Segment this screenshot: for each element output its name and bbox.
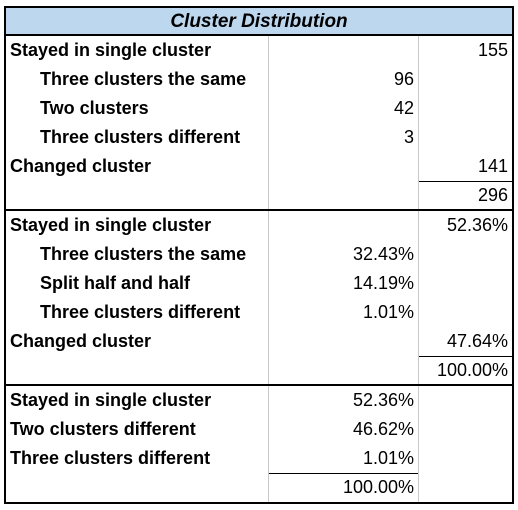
table-row: Changed cluster 141 xyxy=(6,152,512,181)
cell-value: 3 xyxy=(403,127,414,147)
cluster-distribution-table: Cluster Distribution Stayed in single cl… xyxy=(4,6,514,504)
row-label: Two clusters xyxy=(40,98,149,118)
cell-value: 1.01% xyxy=(362,448,414,468)
section-counts: Stayed in single cluster 155 Three clust… xyxy=(4,36,514,211)
row-label: Three clusters the same xyxy=(40,69,247,89)
sum-underline xyxy=(269,473,418,474)
table-row-total: 100.00% xyxy=(6,473,512,502)
column-divider xyxy=(418,211,419,384)
column-divider xyxy=(418,386,419,502)
row-label: Split half and half xyxy=(40,273,191,293)
column-divider xyxy=(268,386,269,502)
table-row-total: 100.00% xyxy=(6,356,512,385)
cell-value: 14.19% xyxy=(352,273,414,293)
row-label: Three clusters different xyxy=(40,127,241,147)
table-row: Two clusters 42 xyxy=(6,94,512,123)
cell-value: 46.62% xyxy=(352,419,414,439)
table-title: Cluster Distribution xyxy=(4,6,514,36)
row-label: Stayed in single cluster xyxy=(10,215,212,235)
table-row: Three clusters the same 96 xyxy=(6,65,512,94)
section-percentages: Stayed in single cluster 52.36% Three cl… xyxy=(4,211,514,386)
cell-value: 47.64% xyxy=(446,331,508,351)
row-label: Stayed in single cluster xyxy=(10,40,212,60)
total-value: 100.00% xyxy=(436,360,508,380)
row-label: Three clusters the same xyxy=(40,244,247,264)
cell-value: 96 xyxy=(393,69,414,89)
cell-value: 52.36% xyxy=(352,390,414,410)
cell-value: 32.43% xyxy=(352,244,414,264)
row-label: Changed cluster xyxy=(10,331,152,351)
table-row: Two clusters different 46.62% xyxy=(6,415,512,444)
cell-value: 42 xyxy=(393,98,414,118)
table-row: Three clusters different 1.01% xyxy=(6,298,512,327)
table-row: Changed cluster 47.64% xyxy=(6,327,512,356)
row-label: Stayed in single cluster xyxy=(10,390,212,410)
table-row: Stayed in single cluster 52.36% xyxy=(6,211,512,240)
table-row: Split half and half 14.19% xyxy=(6,269,512,298)
cell-value: 155 xyxy=(477,40,508,60)
table-row: Three clusters different 1.01% xyxy=(6,444,512,473)
table-row: Three clusters the same 32.43% xyxy=(6,240,512,269)
table-row: Stayed in single cluster 52.36% xyxy=(6,386,512,415)
cell-value: 1.01% xyxy=(362,302,414,322)
column-divider xyxy=(268,36,269,209)
column-divider xyxy=(268,211,269,384)
sum-underline xyxy=(419,181,512,182)
row-label: Three clusters different xyxy=(40,302,241,322)
sum-underline xyxy=(419,356,512,357)
column-divider xyxy=(418,36,419,209)
cell-value: 52.36% xyxy=(446,215,508,235)
table-row: Three clusters different 3 xyxy=(6,123,512,152)
total-value: 296 xyxy=(477,185,508,205)
cell-value: 141 xyxy=(477,156,508,176)
row-label: Three clusters different xyxy=(10,448,211,468)
table-row: Stayed in single cluster 155 xyxy=(6,36,512,65)
section-summary: Stayed in single cluster 52.36% Two clus… xyxy=(4,386,514,504)
table-row-total: 296 xyxy=(6,181,512,210)
row-label: Two clusters different xyxy=(10,419,196,439)
row-label: Changed cluster xyxy=(10,156,152,176)
total-value: 100.00% xyxy=(342,477,414,497)
